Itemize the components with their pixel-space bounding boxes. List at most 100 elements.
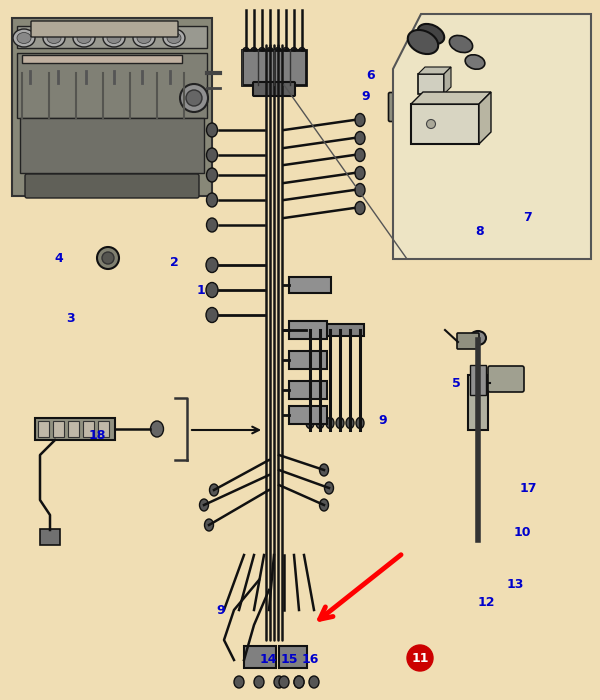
Bar — [17, 53, 207, 118]
Bar — [289, 321, 327, 339]
Ellipse shape — [259, 48, 265, 57]
Ellipse shape — [294, 676, 304, 688]
Bar — [38, 421, 49, 437]
Text: 13: 13 — [506, 578, 523, 591]
Text: 5: 5 — [452, 377, 460, 390]
Ellipse shape — [356, 417, 364, 428]
Bar — [53, 421, 64, 437]
Ellipse shape — [275, 48, 281, 57]
Ellipse shape — [205, 519, 214, 531]
Polygon shape — [479, 92, 491, 144]
Text: 17: 17 — [519, 482, 537, 495]
Ellipse shape — [17, 32, 31, 43]
Text: 9: 9 — [379, 414, 387, 426]
Ellipse shape — [234, 676, 244, 688]
Ellipse shape — [279, 676, 289, 688]
Bar — [470, 365, 486, 395]
Bar — [279, 646, 307, 668]
Ellipse shape — [290, 48, 298, 57]
FancyBboxPatch shape — [31, 21, 178, 37]
Ellipse shape — [316, 417, 324, 428]
FancyBboxPatch shape — [457, 333, 479, 349]
Ellipse shape — [206, 258, 218, 272]
Text: 14: 14 — [259, 653, 277, 666]
Bar — [289, 277, 331, 293]
Ellipse shape — [73, 29, 95, 47]
Text: 16: 16 — [302, 653, 319, 666]
Text: 4: 4 — [55, 253, 63, 265]
Ellipse shape — [418, 24, 444, 44]
FancyBboxPatch shape — [25, 174, 199, 198]
Ellipse shape — [163, 29, 185, 47]
Ellipse shape — [355, 113, 365, 127]
Bar — [17, 26, 207, 48]
Bar — [468, 375, 488, 430]
Ellipse shape — [274, 676, 284, 688]
Ellipse shape — [102, 252, 114, 264]
Ellipse shape — [206, 168, 218, 182]
Circle shape — [407, 645, 433, 671]
Ellipse shape — [167, 32, 181, 43]
Ellipse shape — [427, 120, 436, 129]
Ellipse shape — [199, 499, 209, 511]
Text: 3: 3 — [67, 312, 75, 325]
Ellipse shape — [103, 29, 125, 47]
Ellipse shape — [43, 29, 65, 47]
Polygon shape — [393, 14, 591, 259]
Ellipse shape — [326, 417, 334, 428]
Ellipse shape — [465, 55, 485, 69]
Ellipse shape — [254, 676, 264, 688]
Polygon shape — [418, 67, 451, 74]
Ellipse shape — [346, 417, 354, 428]
Bar — [244, 646, 276, 668]
Ellipse shape — [336, 417, 344, 428]
Ellipse shape — [294, 676, 304, 688]
Bar — [411, 104, 479, 144]
Text: 2: 2 — [170, 256, 178, 269]
Ellipse shape — [107, 32, 121, 43]
Ellipse shape — [283, 48, 290, 57]
Ellipse shape — [209, 484, 218, 496]
Ellipse shape — [325, 482, 334, 494]
Ellipse shape — [206, 123, 218, 137]
Bar — [289, 381, 327, 399]
Ellipse shape — [320, 499, 329, 511]
Ellipse shape — [320, 464, 329, 476]
Ellipse shape — [137, 32, 151, 43]
Ellipse shape — [206, 148, 218, 162]
FancyBboxPatch shape — [253, 82, 295, 96]
Ellipse shape — [266, 48, 274, 57]
Ellipse shape — [449, 36, 473, 52]
Text: 6: 6 — [367, 69, 375, 82]
Bar — [306, 324, 364, 336]
Ellipse shape — [206, 193, 218, 207]
Ellipse shape — [206, 218, 218, 232]
FancyBboxPatch shape — [389, 92, 409, 122]
Bar — [40, 529, 60, 545]
Ellipse shape — [47, 32, 61, 43]
Bar — [242, 50, 306, 85]
Text: 9: 9 — [216, 604, 224, 617]
Polygon shape — [411, 92, 491, 104]
Bar — [289, 406, 327, 424]
Bar — [68, 421, 79, 437]
Text: 9: 9 — [362, 90, 370, 103]
Polygon shape — [444, 67, 451, 94]
Text: 15: 15 — [280, 653, 298, 666]
Ellipse shape — [186, 90, 202, 106]
Ellipse shape — [251, 48, 257, 57]
Bar — [98, 421, 109, 437]
Bar — [418, 74, 444, 94]
Ellipse shape — [309, 676, 319, 688]
Ellipse shape — [355, 202, 365, 214]
Ellipse shape — [306, 417, 314, 428]
Ellipse shape — [355, 167, 365, 179]
Bar — [20, 118, 204, 173]
Ellipse shape — [299, 48, 305, 57]
Ellipse shape — [151, 421, 163, 437]
Text: 8: 8 — [476, 225, 484, 237]
Ellipse shape — [133, 29, 155, 47]
Ellipse shape — [242, 48, 250, 57]
Text: 11: 11 — [411, 652, 429, 664]
Bar — [22, 55, 182, 63]
